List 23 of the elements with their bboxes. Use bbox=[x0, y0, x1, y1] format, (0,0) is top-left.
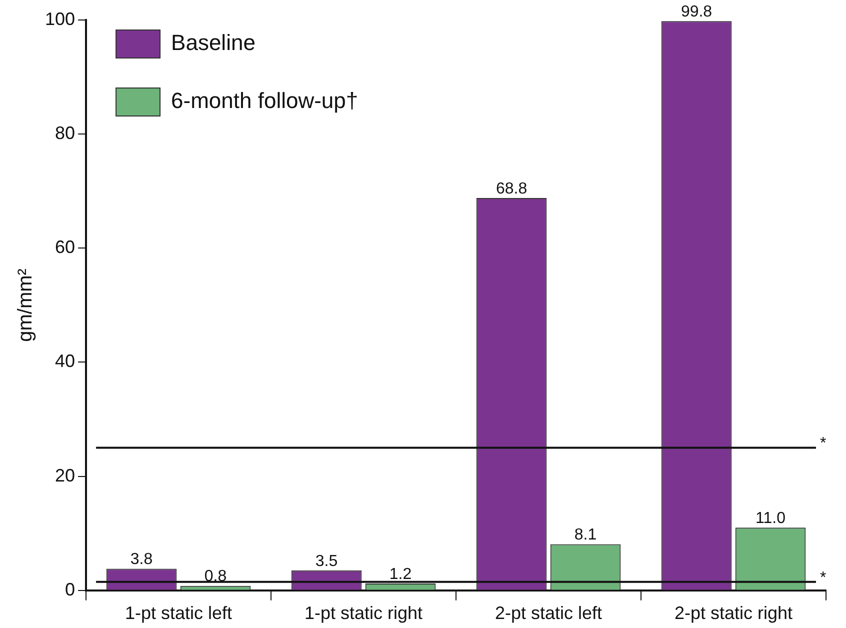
x-tick-label: 2-pt static left bbox=[494, 603, 602, 624]
legend-label: Baseline bbox=[171, 30, 256, 56]
data-label: 99.8 bbox=[680, 4, 712, 21]
y-axis-title: gm/mm² bbox=[14, 268, 37, 342]
data-label: 8.1 bbox=[574, 526, 597, 544]
ref-line-label: * bbox=[820, 435, 826, 452]
data-label: 1.2 bbox=[389, 566, 412, 583]
y-tick-label: 0 bbox=[65, 579, 76, 600]
data-label: 0.8 bbox=[204, 568, 227, 586]
legend-label: 6-month follow-up† bbox=[171, 88, 358, 114]
x-tick-label: 2-pt static right bbox=[674, 603, 793, 624]
data-label: 68.8 bbox=[496, 180, 528, 198]
data-label: 3.5 bbox=[315, 552, 338, 570]
ref-line-label: * bbox=[820, 569, 826, 586]
y-tick-label: 40 bbox=[55, 351, 76, 372]
y-tick-label: 80 bbox=[55, 123, 76, 144]
y-tick-label: 60 bbox=[55, 237, 76, 258]
x-tick-label: 1-pt static left bbox=[125, 603, 232, 624]
y-tick-label: 20 bbox=[55, 465, 76, 486]
data-label: 11.0 bbox=[756, 510, 786, 528]
x-tick-label: 1-pt static right bbox=[304, 603, 423, 624]
y-tick-label: 100 bbox=[44, 8, 76, 29]
data-label: 3.8 bbox=[130, 551, 153, 568]
